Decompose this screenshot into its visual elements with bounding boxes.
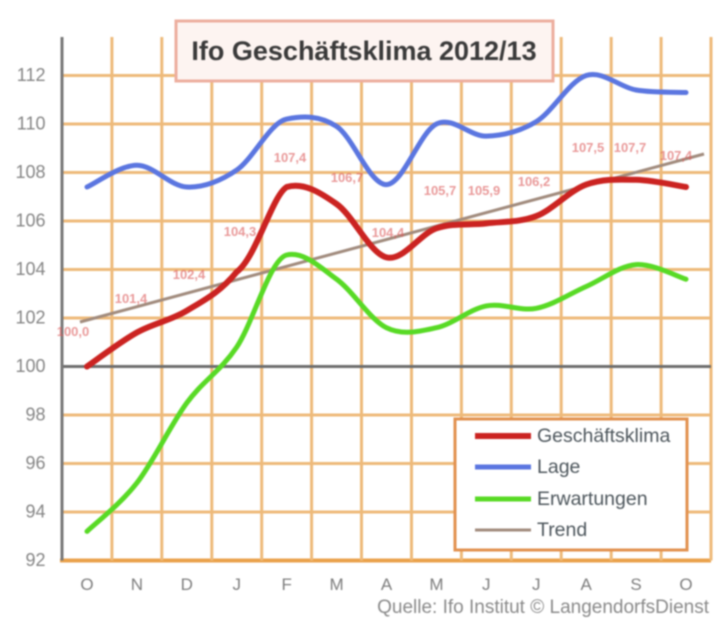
svg-text:107,4: 107,4 [274, 150, 307, 165]
svg-text:92: 92 [25, 550, 45, 570]
svg-text:M: M [429, 575, 443, 594]
svg-text:A: A [381, 575, 393, 594]
svg-text:Erwartungen: Erwartungen [537, 488, 648, 510]
svg-text:94: 94 [25, 502, 45, 522]
svg-text:Lage: Lage [537, 456, 580, 478]
svg-text:101,4: 101,4 [115, 291, 148, 306]
svg-text:106,2: 106,2 [518, 174, 551, 189]
svg-text:104,4: 104,4 [372, 225, 405, 240]
svg-text:108: 108 [15, 162, 45, 182]
svg-text:107,4: 107,4 [660, 148, 693, 163]
svg-text:D: D [181, 575, 193, 594]
svg-text:112: 112 [17, 65, 46, 85]
svg-text:107,5: 107,5 [572, 140, 605, 155]
svg-text:107,7: 107,7 [614, 140, 647, 155]
svg-text:J: J [232, 575, 241, 594]
svg-text:106,7: 106,7 [331, 170, 364, 185]
svg-text:M: M [330, 575, 344, 594]
svg-text:Quelle: Ifo Institut © Langend: Quelle: Ifo Institut © LangendorfsDienst [377, 597, 710, 618]
svg-text:104: 104 [15, 259, 45, 279]
svg-text:O: O [80, 575, 93, 594]
svg-text:110: 110 [17, 114, 46, 134]
svg-text:100: 100 [15, 356, 45, 376]
svg-text:J: J [482, 575, 491, 594]
svg-text:N: N [131, 575, 143, 594]
svg-text:106: 106 [15, 211, 45, 231]
svg-text:102: 102 [15, 308, 45, 328]
svg-text:F: F [282, 575, 292, 594]
svg-text:102,4: 102,4 [173, 267, 206, 282]
svg-text:J: J [532, 575, 541, 594]
svg-text:96: 96 [25, 453, 45, 473]
svg-text:104,3: 104,3 [224, 224, 257, 239]
svg-text:105,7: 105,7 [424, 183, 457, 198]
svg-text:A: A [581, 575, 593, 594]
svg-text:O: O [679, 575, 692, 594]
svg-text:Ifo Geschäftsklima 2012/13: Ifo Geschäftsklima 2012/13 [191, 36, 536, 66]
svg-text:S: S [630, 575, 641, 594]
svg-text:100,0: 100,0 [57, 324, 90, 339]
svg-text:98: 98 [25, 405, 45, 425]
svg-text:105,9: 105,9 [468, 183, 501, 198]
svg-text:Trend: Trend [537, 519, 587, 541]
svg-text:Geschäftsklima: Geschäftsklima [537, 425, 670, 447]
